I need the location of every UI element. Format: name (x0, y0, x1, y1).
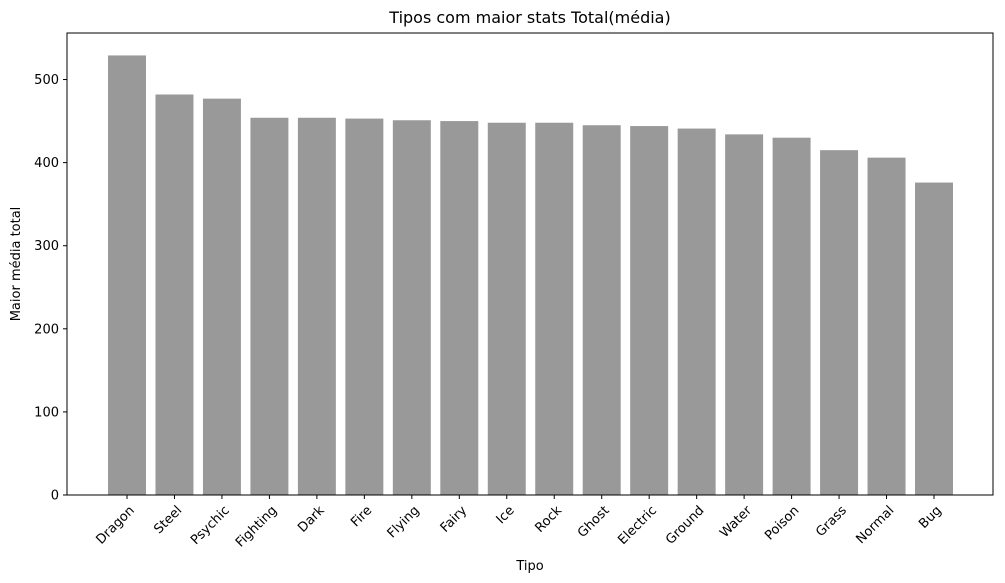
x-tick-label: Ground (663, 503, 707, 547)
y-tick-label: 0 (51, 489, 59, 504)
x-tick-label: Grass (813, 503, 850, 540)
bar-psychic (202, 98, 241, 495)
x-tick-label: Dragon (93, 503, 137, 547)
x-tick-label: Flying (385, 503, 423, 541)
bar-poison (772, 137, 811, 495)
x-tick-label: Fighting (233, 503, 280, 550)
x-tick-label: Psychic (188, 503, 233, 548)
bar-ghost (582, 125, 621, 495)
x-tick-label: Steel (151, 503, 185, 537)
chart-title: Tipos com maior stats Total(média) (388, 8, 670, 27)
bar-ice (487, 122, 526, 496)
y-tick-label: 100 (34, 405, 59, 420)
bar-normal (867, 157, 906, 495)
x-tick-label: Water (717, 503, 755, 541)
x-axis-label: Tipo (515, 559, 543, 574)
bar-water (725, 134, 764, 496)
y-tick-label: 200 (34, 322, 59, 337)
x-tick-label: Ghost (575, 503, 613, 541)
x-tick-label: Rock (532, 503, 565, 536)
x-tick-label: Fire (348, 503, 375, 530)
bar-rock (535, 122, 574, 496)
x-tick-label: Fairy (438, 503, 471, 536)
bar-electric (630, 126, 669, 495)
y-tick-label: 400 (34, 156, 59, 171)
bar-fairy (440, 121, 479, 496)
plot-frame (66, 32, 994, 496)
x-axis-ticks: Dragon Steel Psychic Fighting Dark Fire Flying… (93, 495, 945, 550)
bar-bug (915, 182, 953, 495)
bar-dragon (108, 55, 146, 496)
y-axis-ticks: 0 100 200 300 400 500 (34, 73, 67, 504)
y-tick-label: 300 (34, 239, 59, 254)
x-tick-label: Bug (916, 503, 945, 532)
x-tick-label: Dark (295, 503, 328, 536)
bar-fighting (250, 117, 289, 495)
y-axis-label: Maior média total (9, 207, 24, 322)
bars-group (108, 55, 953, 496)
x-tick-label: Normal (853, 503, 897, 547)
bar-dark (297, 117, 336, 495)
bar-grass (820, 150, 859, 495)
bar-steel (155, 94, 194, 496)
x-tick-label: Ice (494, 503, 518, 527)
y-tick-label: 500 (34, 73, 59, 88)
bar-flying (392, 120, 431, 495)
bar-ground (677, 128, 716, 495)
bar-fire (345, 118, 384, 495)
x-tick-label: Electric (615, 503, 660, 548)
x-tick-label: Poison (762, 503, 802, 543)
